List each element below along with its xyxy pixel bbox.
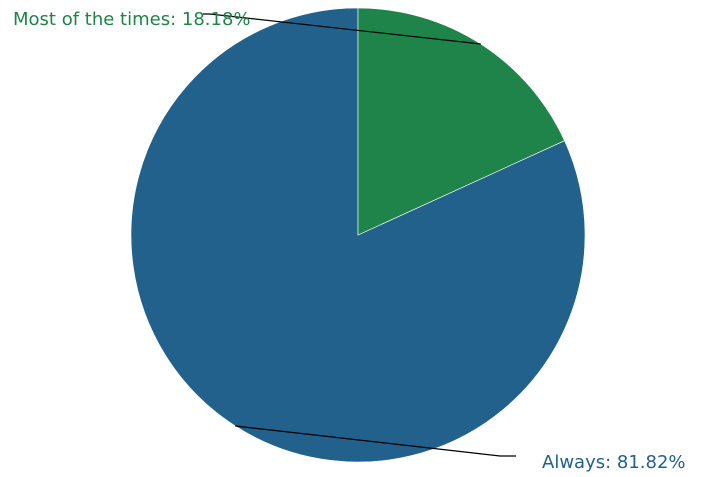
slice-label-always: Always: 81.82% [542,452,686,473]
pie-slices [130,7,586,463]
leader-line-most-of-the-times [203,13,481,45]
leader-lines [203,13,516,457]
leader-line-always [235,425,516,457]
slice-label-most-of-the-times: Most of the times: 18.18% [13,9,251,30]
